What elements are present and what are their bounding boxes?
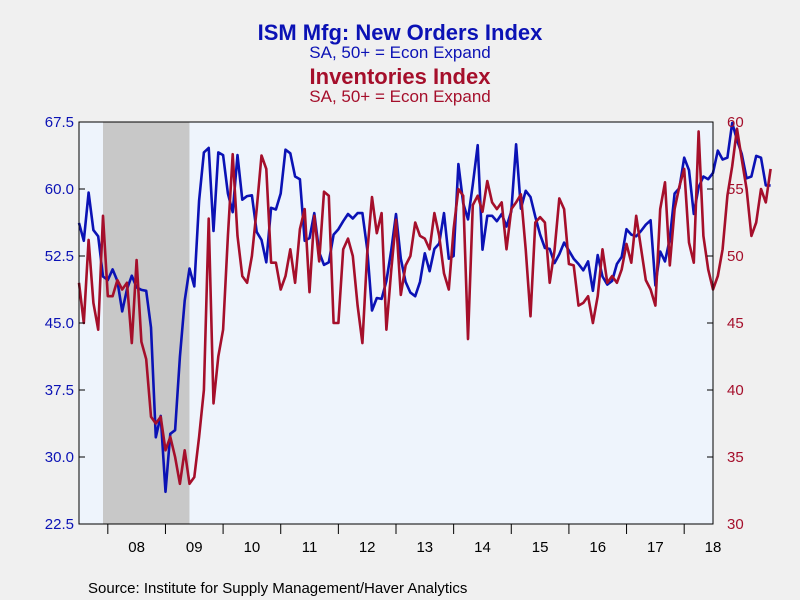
x-tick-label: 08: [128, 539, 145, 556]
series-layer: [77, 121, 772, 494]
x-tick-label: 13: [416, 539, 433, 556]
y-right-tick-label: 30: [727, 516, 744, 533]
x-tick-label: 17: [647, 539, 664, 556]
y-right-tick-label: 55: [727, 181, 744, 198]
left-axis: 22.5 30.0 37.5 45.0 52.5 60.0 67.5: [45, 114, 85, 533]
x-tick-label: 09: [186, 539, 203, 556]
chart-title: ISM Mfg: New Orders Index: [258, 20, 544, 45]
x-tick-label: 18: [705, 539, 722, 556]
x-tick-label: 14: [474, 539, 491, 556]
y-left-tick-label: 60.0: [45, 181, 74, 198]
y-left-tick-label: 45.0: [45, 315, 74, 332]
y-right-tick-label: 45: [727, 315, 744, 332]
y-left-tick-label: 52.5: [45, 248, 74, 265]
source-note: Source: Institute for Supply Management/…: [88, 580, 467, 597]
y-left-tick-label: 30.0: [45, 449, 74, 466]
y-left-tick-label: 22.5: [45, 516, 74, 533]
y-left-tick-label: 37.5: [45, 382, 74, 399]
chart-title-secondary: Inventories Index: [310, 64, 492, 89]
x-axis: 08 09 10 11 12 13 14 15 16 17 18: [107, 524, 722, 556]
x-tick-label: 16: [589, 539, 606, 556]
x-tick-label: 15: [532, 539, 549, 556]
y-right-tick-label: 50: [727, 248, 744, 265]
y-right-tick-label: 60: [727, 114, 744, 131]
x-tick-label: 10: [244, 539, 261, 556]
y-left-tick-label: 67.5: [45, 114, 74, 131]
right-axis: 30 35 40 45 50 55 60: [707, 114, 744, 533]
chart-subtitle-secondary: SA, 50+ = Econ Expand: [309, 87, 490, 106]
chart-subtitle: SA, 50+ = Econ Expand: [309, 43, 490, 62]
x-tick-label: 12: [359, 539, 376, 556]
y-right-tick-label: 35: [727, 449, 744, 466]
y-right-tick-label: 40: [727, 382, 744, 399]
series-line-inventories: [77, 127, 772, 486]
title-block: ISM Mfg: New Orders Index SA, 50+ = Econ…: [258, 20, 544, 106]
x-tick-label: 11: [302, 539, 318, 556]
